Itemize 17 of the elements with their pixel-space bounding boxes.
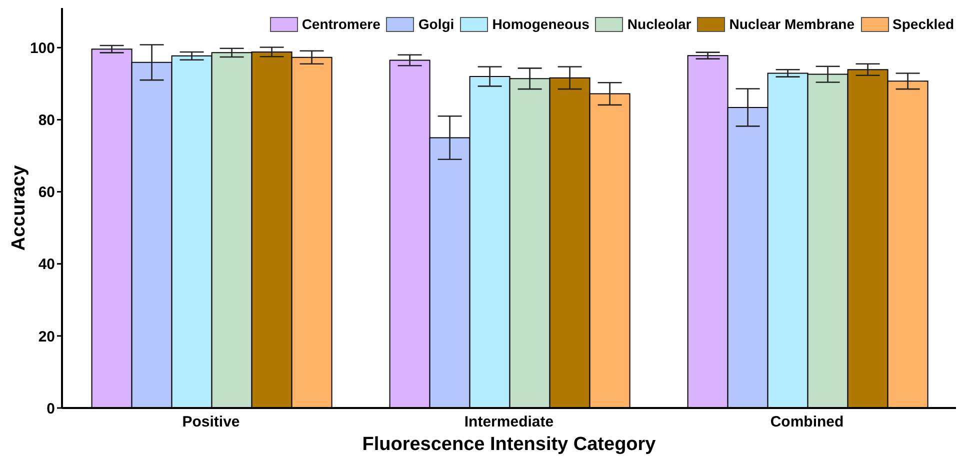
legend-label: Nucleolar <box>627 16 692 32</box>
y-tick-label: 100 <box>30 40 55 57</box>
legend-label: Nuclear Membrane <box>729 16 855 32</box>
legend-label: Golgi <box>418 16 454 32</box>
y-tick-label: 40 <box>38 256 55 274</box>
legend-label: Homogeneous <box>492 16 590 32</box>
y-tick-label: 0 <box>46 400 55 418</box>
legend-label: Centromere <box>302 16 380 32</box>
x-axis-title: Fluorescence Intensity Category <box>362 434 656 455</box>
y-tick-label: 80 <box>38 112 55 130</box>
x-tick-label: Combined <box>770 414 844 431</box>
x-tick-label: Positive <box>182 414 240 431</box>
y-tick-label: 60 <box>38 184 55 202</box>
y-tick-label: 20 <box>38 328 55 346</box>
x-tick-label: Intermediate <box>464 414 554 431</box>
y-axis-title: Accuracy <box>8 164 30 251</box>
legend-label: Speckled <box>892 16 954 32</box>
